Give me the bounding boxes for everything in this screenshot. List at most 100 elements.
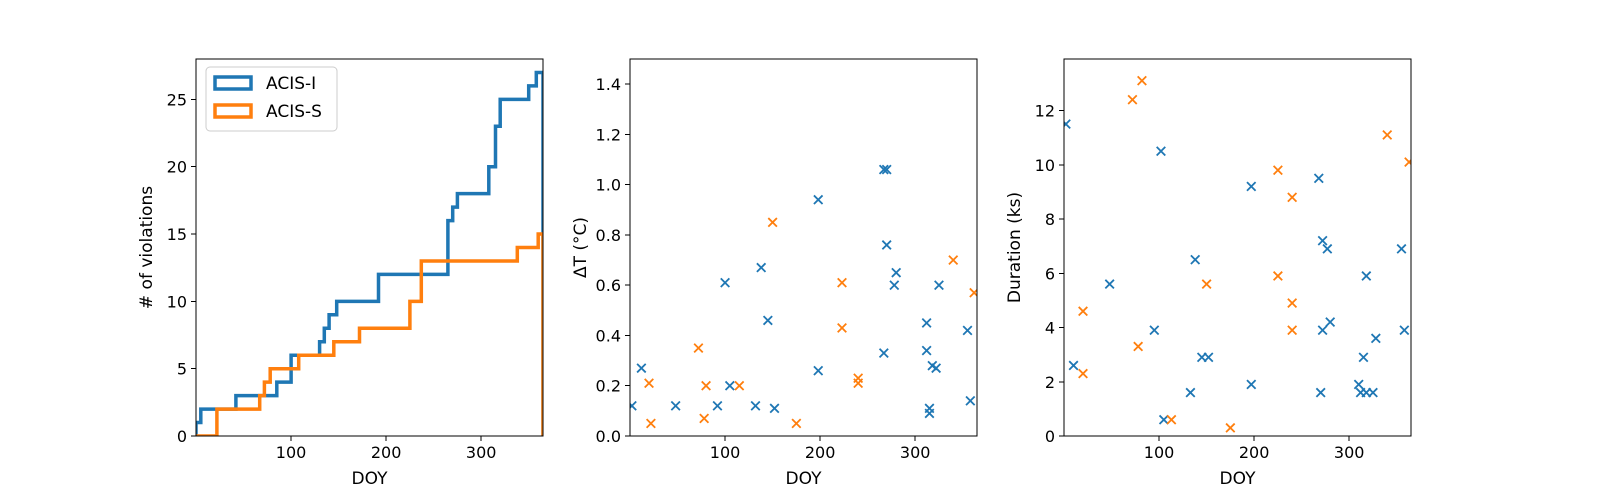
point-acis-i — [889, 280, 900, 291]
point-acis-s — [644, 378, 654, 389]
point-acis-i — [1317, 235, 1328, 246]
y-tick-label: 0 — [177, 427, 187, 446]
x-tick-label: 100 — [710, 443, 741, 462]
point-acis-i — [1315, 387, 1326, 398]
point-acis-i — [934, 280, 944, 291]
point-acis-s — [699, 413, 710, 424]
point-acis-i — [769, 403, 780, 414]
point-acis-s — [1287, 298, 1298, 309]
x-tick-label: 200 — [1239, 443, 1270, 462]
y-tick-label: 5 — [177, 360, 187, 379]
point-acis-s — [948, 255, 959, 266]
point-acis-i — [1190, 254, 1201, 265]
point-acis-i — [1368, 387, 1378, 398]
point-acis-i — [670, 400, 681, 411]
point-acis-s — [767, 217, 778, 228]
plot-area — [1064, 75, 1411, 433]
point-acis-s — [969, 287, 977, 298]
point-acis-s — [1382, 130, 1393, 140]
x-tick-label: 100 — [276, 443, 307, 462]
point-acis-i — [1353, 379, 1364, 390]
legend-label-acis-i: ACIS-I — [266, 74, 316, 94]
point-acis-s — [1404, 157, 1411, 168]
point-acis-i — [750, 400, 761, 411]
point-acis-i — [1322, 243, 1333, 254]
point-acis-s — [1272, 165, 1283, 176]
point-acis-i — [921, 317, 932, 328]
legend-label-acis-s: ACIS-S — [266, 102, 322, 122]
legend-swatch-acis-i — [213, 75, 253, 91]
point-acis-i — [1317, 325, 1328, 336]
legend-swatch-acis-s — [213, 103, 253, 119]
point-acis-s — [734, 380, 745, 391]
y-tick-label: 10 — [1035, 156, 1055, 175]
y-tick-label: 15 — [167, 225, 187, 244]
point-acis-i — [962, 325, 973, 336]
point-acis-i — [878, 164, 889, 175]
point-acis-i — [878, 348, 889, 358]
axes-frame — [195, 58, 544, 437]
y-tick-label: 2 — [1045, 373, 1055, 392]
point-acis-i — [931, 363, 942, 374]
y-tick-label: 0.2 — [596, 377, 621, 396]
y-tick-label: 0.4 — [596, 326, 621, 345]
point-acis-i — [1104, 279, 1115, 290]
point-acis-i — [881, 164, 892, 175]
y-tick-label: 1.2 — [596, 125, 621, 144]
y-tick-label: 4 — [1045, 319, 1055, 338]
x-tick-label: 200 — [371, 443, 402, 462]
point-acis-i — [1370, 333, 1381, 344]
y-tick-label: 0.8 — [596, 226, 621, 245]
y-tick-label: 1.4 — [596, 75, 621, 94]
point-acis-i — [762, 315, 773, 326]
x-tick-label: 300 — [1334, 443, 1365, 462]
point-acis-i — [1399, 325, 1410, 336]
y-tick-label: 0.6 — [596, 276, 621, 295]
point-acis-i — [881, 240, 892, 250]
point-acis-i — [813, 194, 824, 205]
point-acis-i — [1185, 387, 1196, 398]
point-acis-i — [1149, 325, 1160, 336]
point-acis-s — [693, 343, 704, 353]
point-acis-i — [921, 345, 932, 356]
y-tick-label: 8 — [1045, 210, 1055, 229]
point-acis-i — [924, 408, 935, 419]
point-acis-s — [1137, 75, 1147, 86]
panel-cumulative-violations: 100 200 300 0 5 10 15 20 25 DOY # of violations ACI… — [137, 58, 544, 489]
point-acis-s — [1078, 368, 1088, 379]
point-acis-s — [1287, 325, 1298, 336]
y-tick-label: 10 — [167, 292, 187, 311]
point-acis-i — [1313, 173, 1324, 184]
y-tick-label: 0 — [1045, 427, 1055, 446]
plot-area — [630, 164, 977, 429]
point-acis-s — [645, 418, 656, 429]
point-acis-s — [1287, 192, 1298, 203]
point-acis-s — [1166, 414, 1177, 425]
point-acis-s — [1201, 279, 1212, 290]
y-tick-label: 12 — [1035, 102, 1055, 121]
axes-frame — [1063, 58, 1412, 437]
point-acis-i — [1396, 243, 1407, 254]
x-tick-label: 300 — [900, 443, 931, 462]
point-acis-i — [1064, 119, 1071, 130]
x-tick-label: 300 — [466, 443, 497, 462]
y-tick-label: 6 — [1045, 264, 1055, 283]
point-acis-i — [1246, 181, 1257, 192]
plot-area — [196, 70, 543, 436]
x-tick-label: 200 — [805, 443, 836, 462]
point-acis-s — [791, 418, 802, 429]
point-acis-s — [837, 277, 847, 288]
point-acis-i — [965, 395, 976, 406]
point-acis-i — [630, 400, 637, 411]
y-axis-label: Duration (ks) — [1005, 192, 1025, 303]
point-acis-s — [1127, 94, 1138, 105]
legend-frame — [205, 66, 338, 132]
y-tick-label: 1.0 — [596, 176, 621, 195]
point-acis-i — [1246, 379, 1257, 390]
point-acis-i — [891, 267, 902, 278]
point-acis-s — [837, 322, 847, 333]
point-acis-s — [701, 380, 711, 391]
point-acis-i — [756, 262, 767, 273]
panel-duration: 100 200 300 0 2 4 6 8 10 12 DOY Duration (ks) — [1005, 58, 1412, 489]
